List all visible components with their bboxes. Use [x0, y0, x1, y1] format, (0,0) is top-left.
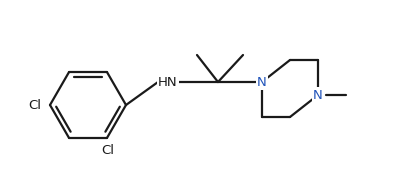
Text: N: N [257, 75, 267, 88]
Text: Cl: Cl [28, 98, 41, 112]
Text: Cl: Cl [101, 144, 114, 157]
Text: N: N [313, 88, 323, 102]
Text: HN: HN [158, 75, 178, 88]
